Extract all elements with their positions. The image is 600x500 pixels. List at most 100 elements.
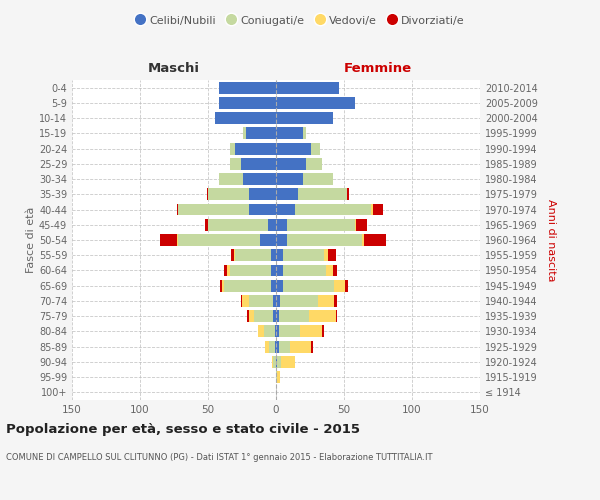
Bar [276,264,283,276]
Bar [206,188,276,200]
Bar [219,97,276,109]
Bar [276,158,306,170]
Bar [219,82,276,94]
Bar [177,234,276,246]
Bar [276,158,322,170]
Bar [275,326,276,338]
Bar [230,158,276,170]
Bar [276,326,322,338]
Y-axis label: Anni di nascita: Anni di nascita [546,198,556,281]
Bar [276,188,298,200]
Bar [276,250,328,261]
Bar [276,371,280,383]
Bar [276,295,337,307]
Bar [276,310,337,322]
Bar [219,82,276,94]
Bar [276,219,355,230]
Bar [273,295,276,307]
Bar [177,204,276,216]
Bar [219,82,276,94]
Bar [272,356,276,368]
Bar [160,234,276,246]
Bar [276,356,295,368]
Bar [276,280,283,291]
Bar [235,250,276,261]
Bar [208,219,276,230]
Bar [276,234,362,246]
Bar [276,97,355,109]
Bar [276,142,320,154]
Bar [219,97,276,109]
Bar [241,158,276,170]
Bar [276,356,281,368]
Bar [246,128,276,140]
Bar [220,280,276,291]
Bar [276,128,306,140]
Bar [276,204,371,216]
Bar [235,142,276,154]
Bar [276,371,280,383]
Bar [244,128,276,140]
Bar [276,280,346,291]
Bar [276,112,333,124]
Bar [276,204,383,216]
Bar [276,82,338,94]
Bar [230,264,276,276]
Bar [276,158,322,170]
Bar [259,326,276,338]
Bar [276,250,323,261]
Bar [276,173,333,185]
Bar [221,280,276,291]
Bar [276,340,311,352]
Bar [276,340,279,352]
Bar [276,82,338,94]
Bar [254,310,276,322]
Bar [231,250,276,261]
Bar [230,158,276,170]
Bar [219,173,276,185]
Bar [276,371,277,383]
Bar [276,142,320,154]
Bar [276,326,323,338]
Bar [276,234,386,246]
Bar [224,280,276,291]
Bar [276,112,333,124]
Legend: Celibi/Nubili, Coniugati/e, Vedovi/e, Divorziati/e: Celibi/Nubili, Coniugati/e, Vedovi/e, Di… [131,10,469,30]
Bar [276,142,311,154]
Bar [219,82,276,94]
Bar [215,112,276,124]
Bar [178,204,276,216]
Bar [276,250,336,261]
Bar [219,173,276,185]
Bar [249,295,276,307]
Text: COMUNE DI CAMPELLO SUL CLITUNNO (PG) - Dati ISTAT 1° gennaio 2015 - Elaborazione: COMUNE DI CAMPELLO SUL CLITUNNO (PG) - D… [6,452,433,462]
Bar [276,219,287,230]
Bar [276,326,279,338]
Bar [271,264,276,276]
Bar [242,295,276,307]
Bar [276,188,349,200]
Bar [276,173,333,185]
Bar [276,188,347,200]
Bar [205,219,276,230]
Bar [276,173,303,185]
Bar [230,142,276,154]
Bar [276,128,303,140]
Bar [276,310,308,322]
Bar [276,128,306,140]
Bar [219,97,276,109]
Bar [276,97,355,109]
Bar [276,97,355,109]
Bar [271,250,276,261]
Bar [276,82,338,94]
Bar [269,340,276,352]
Bar [249,310,276,322]
Bar [276,295,318,307]
Bar [272,356,276,368]
Text: Maschi: Maschi [148,62,200,75]
Bar [273,356,276,368]
Bar [244,128,276,140]
Bar [276,310,279,322]
Text: Popolazione per età, sesso e stato civile - 2015: Popolazione per età, sesso e stato civil… [6,422,360,436]
Bar [276,234,287,246]
